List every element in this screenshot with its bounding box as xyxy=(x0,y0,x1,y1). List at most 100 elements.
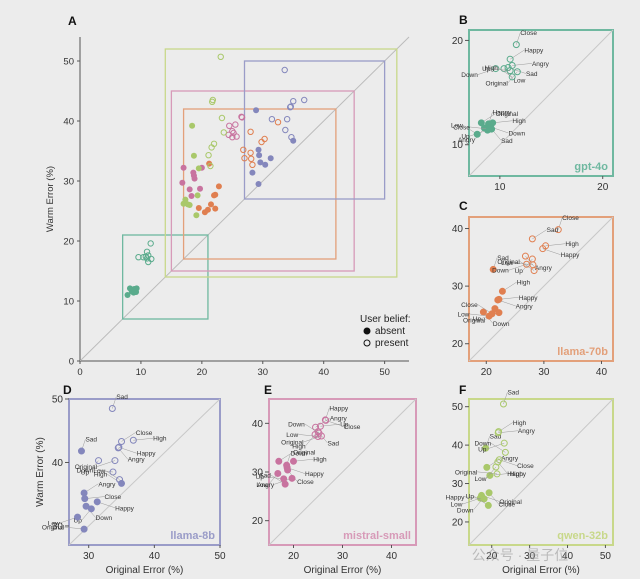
point-label: Original xyxy=(463,317,486,324)
point-present-low xyxy=(116,476,124,484)
point-absent-llama-8b xyxy=(267,155,274,162)
x-tick-label: 40 xyxy=(318,367,329,378)
x-tick-label: 30 xyxy=(538,367,550,378)
point-label: Angry xyxy=(532,61,550,68)
x-tick-label: 0 xyxy=(77,367,82,378)
y-tick-label: 40 xyxy=(252,419,264,430)
y-tick-label: 40 xyxy=(63,117,74,128)
point-label: High xyxy=(512,118,526,125)
point-absent-llama-8b xyxy=(253,107,260,114)
point-absent-mistral-small xyxy=(180,164,187,171)
point-absent-mistral-small xyxy=(197,185,204,192)
point-absent-up xyxy=(484,501,492,509)
point-label: Original xyxy=(497,259,520,266)
model-label: gpt-4o xyxy=(574,161,608,173)
point-label: Happy xyxy=(507,471,527,478)
point-present-qwen-32b xyxy=(207,162,214,170)
point-present-llama-8b xyxy=(268,116,276,123)
point-label: Down xyxy=(492,268,509,275)
x-tick-label: 20 xyxy=(597,182,609,193)
x-axis-label: Original Error (%) xyxy=(502,565,580,576)
point-absent-llama-70b xyxy=(212,205,219,212)
point-label: Sad xyxy=(490,434,502,441)
label-leader xyxy=(558,217,563,230)
point-present-up xyxy=(506,67,514,75)
point-label: Down xyxy=(77,467,94,474)
x-tick-label: 30 xyxy=(337,551,349,562)
label-leader xyxy=(497,461,508,474)
y-tick-label: 20 xyxy=(452,517,464,528)
y-tick-label: 50 xyxy=(452,402,464,413)
point-absent-sad xyxy=(77,447,85,455)
point-absent-llama-8b xyxy=(255,146,262,153)
point-label: Sad xyxy=(547,227,559,234)
point-label: Close xyxy=(517,463,534,470)
point-present-llama-70b xyxy=(241,155,248,162)
point-label: Down xyxy=(493,321,510,328)
point-present-qwen-32b xyxy=(209,98,216,106)
model-label: qwen-32b xyxy=(557,530,608,542)
point-label: Original xyxy=(281,439,304,446)
point-absent-mistral-small xyxy=(188,193,195,199)
point-present-up xyxy=(500,439,508,447)
point-label: Original xyxy=(485,80,508,87)
point-absent-llama-8b xyxy=(256,152,263,159)
diagonal-line xyxy=(468,216,614,362)
label-leader xyxy=(305,434,316,446)
x-axis-label: Original Error (%) xyxy=(304,565,382,576)
point-label: Sad xyxy=(501,138,513,145)
x-tick-label: 40 xyxy=(562,551,574,562)
point-absent-original xyxy=(491,305,499,313)
panel-C: C20 30 40203040llama-70bSadHighHappyAngryD… xyxy=(452,199,614,378)
point-label: Happy xyxy=(329,405,349,412)
point-present-llama-8b xyxy=(301,96,308,104)
x-tick-label: 40 xyxy=(386,551,398,562)
x-tick-label: 30 xyxy=(257,367,268,378)
y-tick-label: 10 xyxy=(63,297,74,308)
y-tick-label: 10 xyxy=(452,140,464,151)
label-leader xyxy=(522,258,533,271)
point-present-sad xyxy=(108,405,116,413)
point-label: Up xyxy=(461,134,470,141)
label-leader xyxy=(112,396,117,409)
point-absent-angry xyxy=(288,474,296,482)
x-tick-label: 20 xyxy=(481,367,493,378)
panel-letter: E xyxy=(264,383,272,397)
point-present-mistral-small xyxy=(226,122,233,130)
point-label: Low xyxy=(48,521,60,528)
point-label: Happy xyxy=(561,252,581,259)
point-label: Down xyxy=(288,421,305,428)
point-present-sad xyxy=(499,400,507,408)
legend-marker-absent xyxy=(363,327,371,335)
point-present-up xyxy=(95,457,103,465)
point-label: Angry xyxy=(128,457,146,464)
legend-marker-present xyxy=(363,339,371,347)
point-label: Up xyxy=(473,316,482,323)
point-label: Angry xyxy=(458,137,476,144)
point-label: Sad xyxy=(327,440,339,447)
point-absent-llama-8b xyxy=(257,159,264,166)
point-present-llama-8b xyxy=(290,98,297,105)
point-label: Angry xyxy=(330,416,348,423)
point-label: High xyxy=(485,65,499,72)
point-present-mistral-small xyxy=(238,113,245,121)
point-present-low xyxy=(492,463,500,471)
panel-frame xyxy=(468,216,614,362)
point-present-llama-8b xyxy=(283,116,291,123)
label-leader xyxy=(503,391,508,405)
point-present-angry xyxy=(494,429,502,437)
point-present-gpt-4o xyxy=(135,254,142,261)
point-absent-qwen-32b xyxy=(194,192,201,199)
point-present-down xyxy=(315,429,323,437)
y-axis-label: Warm Error (%) xyxy=(45,166,56,232)
point-label: Down xyxy=(461,72,478,79)
point-absent-low xyxy=(74,513,82,521)
point-present-llama-8b xyxy=(282,126,289,134)
point-absent-high xyxy=(290,457,297,465)
point-present-llama-70b xyxy=(247,149,254,157)
point-label: Close xyxy=(344,424,361,431)
model-label: mistral-small xyxy=(343,530,411,542)
point-present-close xyxy=(322,416,330,424)
point-absent-original xyxy=(275,457,283,465)
